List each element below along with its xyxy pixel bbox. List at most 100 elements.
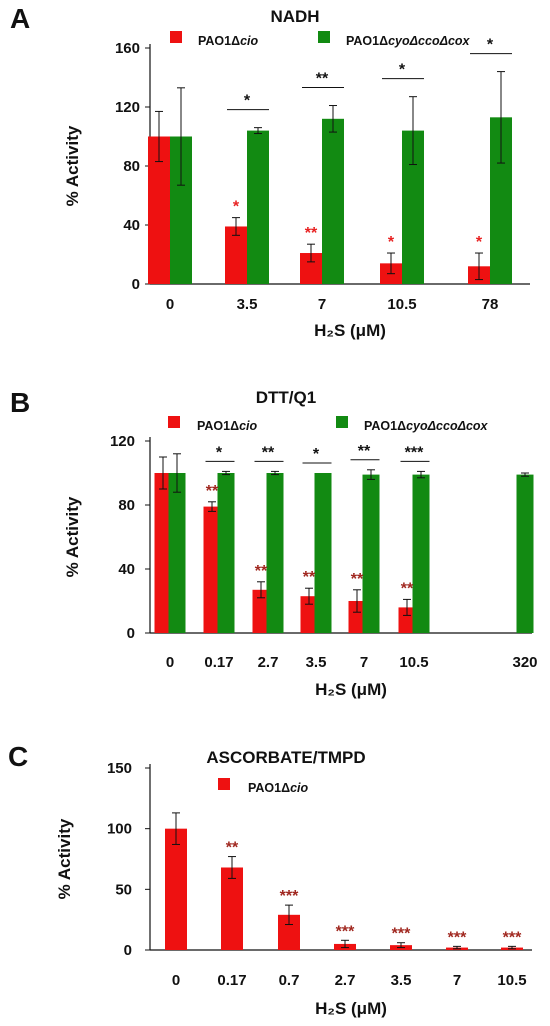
bar (266, 473, 284, 633)
bar-significance-label: *** (336, 923, 355, 940)
x-tick-label: 0 (172, 972, 180, 989)
x-tick-label: 78 (482, 296, 499, 313)
x-tick-label: 3.5 (306, 654, 327, 671)
bar (168, 473, 186, 633)
bar (402, 130, 424, 284)
bar-significance-label: *** (503, 929, 522, 946)
bar (217, 473, 235, 633)
legend-swatch (218, 778, 230, 790)
bar (252, 589, 270, 633)
bar (516, 474, 534, 633)
y-tick-label: 150 (107, 760, 132, 777)
comparison-label: * (216, 444, 223, 461)
legend-label: PAO1Δcio (248, 781, 309, 795)
x-tick-label: 0 (166, 654, 174, 671)
bar-significance-label: ** (401, 580, 414, 597)
x-axis-title: H₂S (μM) (314, 321, 386, 340)
bar (148, 136, 170, 284)
bar-significance-label: ** (351, 571, 364, 588)
x-tick-label: 0.17 (204, 654, 233, 671)
x-tick-label: 0 (166, 296, 174, 313)
y-tick-label: 160 (115, 40, 140, 57)
bar-significance-label: *** (392, 926, 411, 943)
bar-significance-label: ** (303, 569, 316, 586)
y-tick-label: 40 (118, 561, 135, 578)
bar-significance-label: ** (206, 483, 219, 500)
legend-swatch (318, 31, 330, 43)
bar (300, 253, 322, 284)
comparison-label: * (244, 93, 251, 110)
bar (221, 867, 243, 950)
bar-significance-label: ** (255, 563, 268, 580)
bar (314, 473, 332, 633)
bar (300, 596, 318, 633)
bar (165, 828, 187, 950)
chart-title: NADH (270, 7, 319, 26)
x-tick-label: 3.5 (237, 296, 258, 313)
bar-significance-label: * (476, 234, 483, 251)
panel-letter: A (10, 3, 30, 34)
panel-c: C ASCORBATE/TMPD 0 50 100 150 % Activity H₂S (μ… (8, 741, 532, 1018)
bar (490, 117, 512, 284)
y-tick-label: 0 (127, 625, 135, 642)
comparison-label: *** (405, 444, 424, 461)
legend-label: PAO1Δcio (197, 419, 258, 433)
y-axis-title: % Activity (63, 496, 82, 577)
panel-letter: C (8, 741, 28, 772)
y-tick-label: 120 (115, 99, 140, 116)
x-tick-label: 7 (453, 972, 461, 989)
bar (203, 506, 221, 633)
legend-swatch (168, 416, 180, 428)
bar-significance-label: * (388, 234, 395, 251)
chart-title: ASCORBATE/TMPD (206, 748, 365, 767)
y-tick-label: 80 (118, 497, 135, 514)
y-tick-label: 40 (123, 217, 140, 234)
bar (398, 607, 416, 633)
bar (154, 473, 172, 633)
x-tick-label: 2.7 (335, 972, 356, 989)
bar (225, 226, 247, 284)
bar-significance-label: *** (448, 929, 467, 946)
comparison-label: * (399, 62, 406, 79)
panel-a: A NADH 0 40 80 120 160 % Activity H₂S (μM) PAO1Δc… (10, 3, 530, 340)
comparison-label: ** (316, 71, 329, 88)
bar-significance-label: * (233, 199, 240, 216)
legend-swatch (170, 31, 182, 43)
x-tick-label: 7 (318, 296, 326, 313)
x-tick-label: 0.17 (217, 972, 246, 989)
panel-b: B DTT/Q1 0 40 80 120 % Activity H₂S (μM) PAO1Δci… (10, 387, 538, 699)
comparison-label: * (487, 37, 494, 54)
bar (247, 130, 269, 284)
bar (170, 136, 192, 284)
bar (412, 474, 430, 633)
x-tick-label: 10.5 (387, 296, 416, 313)
legend-label: PAO1ΔcyoΔccoΔcox (364, 419, 489, 433)
y-tick-label: 80 (123, 158, 140, 175)
x-tick-label: 7 (360, 654, 368, 671)
y-tick-label: 50 (115, 881, 132, 898)
x-tick-label: 2.7 (258, 654, 279, 671)
y-axis-title: % Activity (55, 818, 74, 899)
y-tick-label: 100 (107, 821, 132, 838)
comparison-label: ** (358, 443, 371, 460)
legend-label: PAO1Δcio (198, 34, 259, 48)
panel-letter: B (10, 387, 30, 418)
y-tick-label: 0 (132, 276, 140, 293)
x-tick-label: 10.5 (399, 654, 428, 671)
bar (322, 118, 344, 284)
bar (362, 474, 380, 633)
legend-label: PAO1ΔcyoΔccoΔcox (346, 34, 471, 48)
y-axis-title: % Activity (63, 125, 82, 206)
legend-swatch (336, 416, 348, 428)
x-axis-title: H₂S (μM) (315, 999, 387, 1018)
bar-significance-label: *** (280, 888, 299, 905)
bar-significance-label: ** (226, 840, 239, 857)
x-tick-label: 0.7 (279, 972, 300, 989)
x-tick-label: 10.5 (497, 972, 526, 989)
y-tick-label: 120 (110, 433, 135, 450)
x-tick-label: 3.5 (391, 972, 412, 989)
bar (278, 914, 300, 950)
x-tick-label: 320 (512, 654, 537, 671)
bar (348, 601, 366, 633)
bar-significance-label: ** (305, 225, 318, 242)
